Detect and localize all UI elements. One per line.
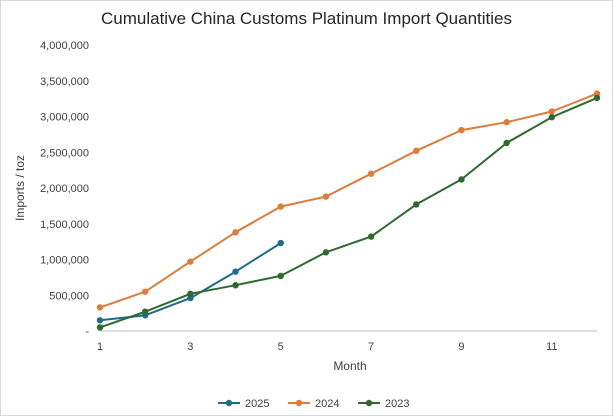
y-tick-label: 2,000,000	[40, 183, 89, 195]
y-tick-label: 500,000	[49, 290, 89, 302]
data-point	[458, 126, 465, 134]
data-point	[141, 288, 149, 295]
data-point	[187, 258, 194, 265]
y-tick-label: 1,000,000	[40, 255, 89, 267]
data-point	[141, 308, 149, 315]
data-point	[232, 229, 239, 236]
data-point	[277, 272, 284, 280]
y-tick-label: 4,000,000	[40, 40, 89, 52]
legend-item-2023: 2023	[358, 398, 409, 410]
legend-label: 2025	[245, 398, 269, 410]
y-axis-ticks: - 500,000 1,000,000 1,500,000 2,000,000 2,500…	[40, 40, 89, 338]
data-point	[367, 233, 375, 240]
data-point	[503, 139, 510, 147]
data-point	[548, 114, 556, 121]
data-point	[96, 324, 104, 331]
data-point	[277, 239, 284, 247]
x-axis-ticks: 1 3 5 7 9 11	[97, 341, 558, 353]
series-line-2024	[99, 92, 598, 309]
y-axis-label: Imports / toz	[13, 155, 27, 221]
data-point	[96, 317, 104, 324]
legend-swatch-marker	[225, 399, 233, 407]
data-point	[277, 203, 284, 210]
data-point	[187, 290, 194, 298]
legend-item-2025: 2025	[218, 398, 269, 410]
legend-label: 2023	[385, 398, 409, 410]
legend-label: 2024	[315, 398, 339, 410]
y-tick-label: 2,500,000	[40, 147, 89, 159]
x-tick-label: 3	[187, 341, 193, 353]
data-point	[593, 94, 601, 102]
x-tick-label: 9	[458, 341, 464, 353]
x-tick-label: 5	[278, 341, 284, 353]
x-tick-label: 7	[368, 341, 374, 353]
series-layer	[96, 90, 601, 331]
series-2024	[96, 90, 601, 311]
x-axis-label: Month	[333, 359, 366, 373]
data-point	[503, 119, 510, 126]
data-point	[413, 201, 420, 208]
x-tick-label: 11	[546, 341, 557, 353]
y-tick-label: -	[85, 326, 89, 338]
legend: 2025 2024 2023	[218, 398, 409, 410]
series-2023	[96, 94, 601, 331]
data-point	[458, 176, 465, 183]
data-point	[96, 304, 104, 311]
y-tick-label: 3,500,000	[40, 76, 89, 88]
y-tick-label: 3,000,000	[40, 112, 89, 124]
y-tick-label: 1,500,000	[40, 219, 89, 231]
legend-swatch-marker	[295, 399, 303, 407]
chart-title: Cumulative China Customs Platinum Import…	[101, 9, 512, 28]
legend-item-2024: 2024	[288, 398, 339, 410]
legend-swatch-marker	[365, 399, 373, 407]
data-point	[322, 193, 330, 200]
data-point	[548, 108, 556, 115]
x-tick-label: 1	[97, 341, 103, 353]
data-point	[232, 268, 239, 275]
data-point	[413, 147, 420, 155]
data-point	[232, 282, 239, 289]
data-point	[367, 170, 375, 177]
series-line-2023	[99, 96, 598, 329]
data-point	[322, 249, 330, 256]
